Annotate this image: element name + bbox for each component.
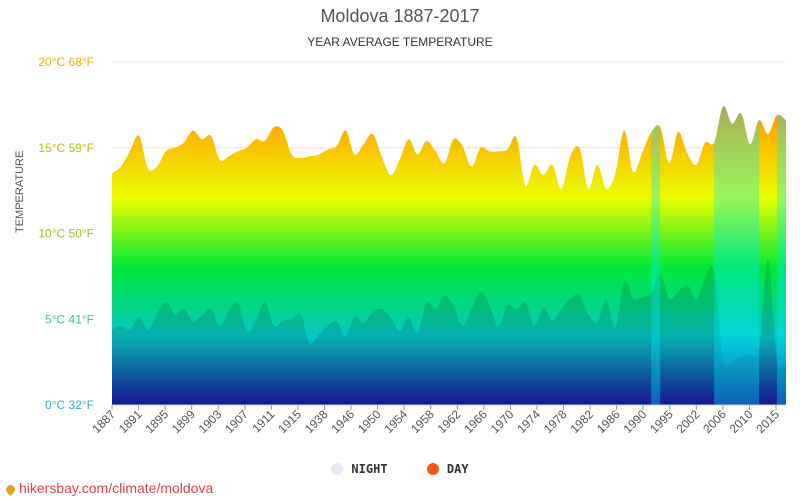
y-tick-labels: 0°C 32°F 5°C 41°F 10°C 50°F 15°C 59°F 20°C 6…	[38, 55, 94, 412]
x-tick-label: 1911	[249, 407, 277, 435]
x-tick-label: 1990	[621, 407, 650, 436]
x-tick-labels: 1887189118951899190319071911191519381946…	[89, 404, 786, 436]
x-tick-label: 1895	[142, 407, 171, 436]
data-gap-band	[777, 106, 786, 405]
legend-night-label: NIGHT	[351, 462, 388, 476]
x-tick-label: 1970	[488, 407, 517, 436]
x-tick-label: 1907	[222, 407, 251, 436]
x-tick-label: 1938	[302, 407, 331, 436]
chart-title: Moldova 1887-2017	[320, 6, 480, 26]
legend: NIGHT DAY	[0, 462, 800, 478]
x-tick-label: 1903	[196, 407, 225, 436]
night-dot-icon	[331, 463, 344, 475]
x-tick-label: 1986	[594, 407, 623, 436]
x-tick-label: 1950	[355, 407, 384, 436]
x-tick-label: 1958	[408, 407, 437, 436]
y-tick-label: 0°C 32°F	[45, 398, 94, 412]
x-tick-label: 1978	[541, 407, 570, 436]
x-tick-label: 2010	[727, 407, 756, 436]
data-gap-band	[714, 106, 760, 405]
chart-subtitle: YEAR AVERAGE TEMPERATURE	[307, 35, 493, 49]
day-series-area	[112, 106, 786, 406]
legend-day-label: DAY	[446, 462, 469, 476]
source-text: hikersbay.com/climate/moldova	[19, 480, 214, 496]
data-gap-band	[651, 106, 661, 405]
x-tick-label: 2002	[674, 407, 703, 436]
x-tick-label: 1891	[116, 407, 145, 436]
y-tick-label: 20°C 68°F	[38, 55, 94, 69]
night-series-shade	[112, 259, 786, 405]
area-layer	[112, 106, 786, 406]
x-tick-label: 1962	[435, 407, 464, 436]
y-tick-label: 10°C 50°F	[38, 227, 94, 241]
y-tick-label: 5°C 41°F	[45, 312, 94, 326]
y-tick-label: 15°C 59°F	[38, 141, 94, 155]
x-tick-label: 1966	[461, 407, 490, 436]
x-tick-label: 1982	[567, 407, 596, 436]
location-pin-icon	[4, 482, 17, 496]
x-tick-label: 1974	[514, 407, 543, 436]
legend-item-day[interactable]: DAY	[426, 462, 469, 476]
legend-item-night[interactable]: NIGHT	[331, 462, 388, 476]
source-link[interactable]: hikersbay.com/climate/moldova	[4, 480, 214, 496]
x-tick-label: 2015	[753, 407, 782, 436]
x-tick-label: 1946	[328, 407, 357, 436]
x-tick-label: 1995	[647, 407, 676, 436]
x-tick-label: 1954	[381, 407, 410, 436]
day-dot-icon	[426, 463, 439, 475]
x-tick-label: 1915	[275, 407, 304, 436]
x-tick-label: 1899	[169, 407, 198, 436]
x-tick-label: 2006	[700, 407, 729, 436]
